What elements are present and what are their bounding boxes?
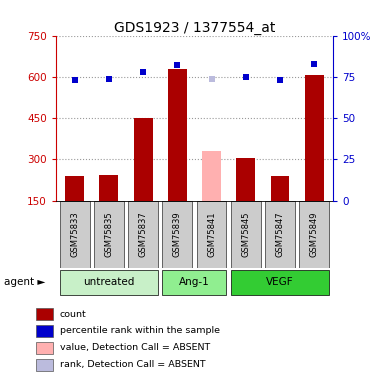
Bar bbox=[134, 118, 152, 201]
Text: GSM75833: GSM75833 bbox=[70, 211, 79, 257]
Text: rank, Detection Call = ABSENT: rank, Detection Call = ABSENT bbox=[60, 360, 205, 369]
Bar bbox=[99, 174, 118, 201]
Bar bbox=[202, 151, 221, 201]
Text: value, Detection Call = ABSENT: value, Detection Call = ABSENT bbox=[60, 344, 210, 352]
Bar bbox=[36, 358, 53, 371]
Text: GSM75835: GSM75835 bbox=[104, 211, 113, 257]
Bar bbox=[60, 201, 90, 268]
Bar bbox=[162, 201, 192, 268]
Title: GDS1923 / 1377554_at: GDS1923 / 1377554_at bbox=[114, 21, 275, 34]
Text: GSM75849: GSM75849 bbox=[310, 211, 319, 257]
Text: GSM75837: GSM75837 bbox=[139, 211, 147, 257]
Bar bbox=[36, 308, 53, 320]
Text: GSM75839: GSM75839 bbox=[173, 211, 182, 257]
Bar bbox=[299, 201, 329, 268]
Text: VEGF: VEGF bbox=[266, 277, 294, 286]
Bar bbox=[231, 201, 261, 268]
Bar bbox=[36, 342, 53, 354]
Bar bbox=[128, 201, 158, 268]
Text: agent ►: agent ► bbox=[4, 277, 45, 287]
Bar bbox=[305, 75, 324, 201]
Text: count: count bbox=[60, 310, 86, 319]
Bar bbox=[197, 201, 226, 268]
Bar bbox=[271, 176, 290, 201]
Text: GSM75847: GSM75847 bbox=[276, 211, 285, 257]
Bar bbox=[94, 201, 124, 268]
Bar bbox=[236, 158, 255, 201]
Text: Ang-1: Ang-1 bbox=[179, 277, 210, 286]
Bar bbox=[265, 201, 295, 268]
Text: untreated: untreated bbox=[83, 277, 134, 286]
Bar bbox=[60, 270, 158, 295]
Text: percentile rank within the sample: percentile rank within the sample bbox=[60, 326, 219, 335]
Bar bbox=[162, 270, 226, 295]
Bar bbox=[168, 69, 187, 201]
Bar bbox=[36, 325, 53, 337]
Text: GSM75841: GSM75841 bbox=[207, 211, 216, 257]
Bar bbox=[65, 176, 84, 201]
Bar bbox=[231, 270, 329, 295]
Text: GSM75845: GSM75845 bbox=[241, 211, 250, 257]
